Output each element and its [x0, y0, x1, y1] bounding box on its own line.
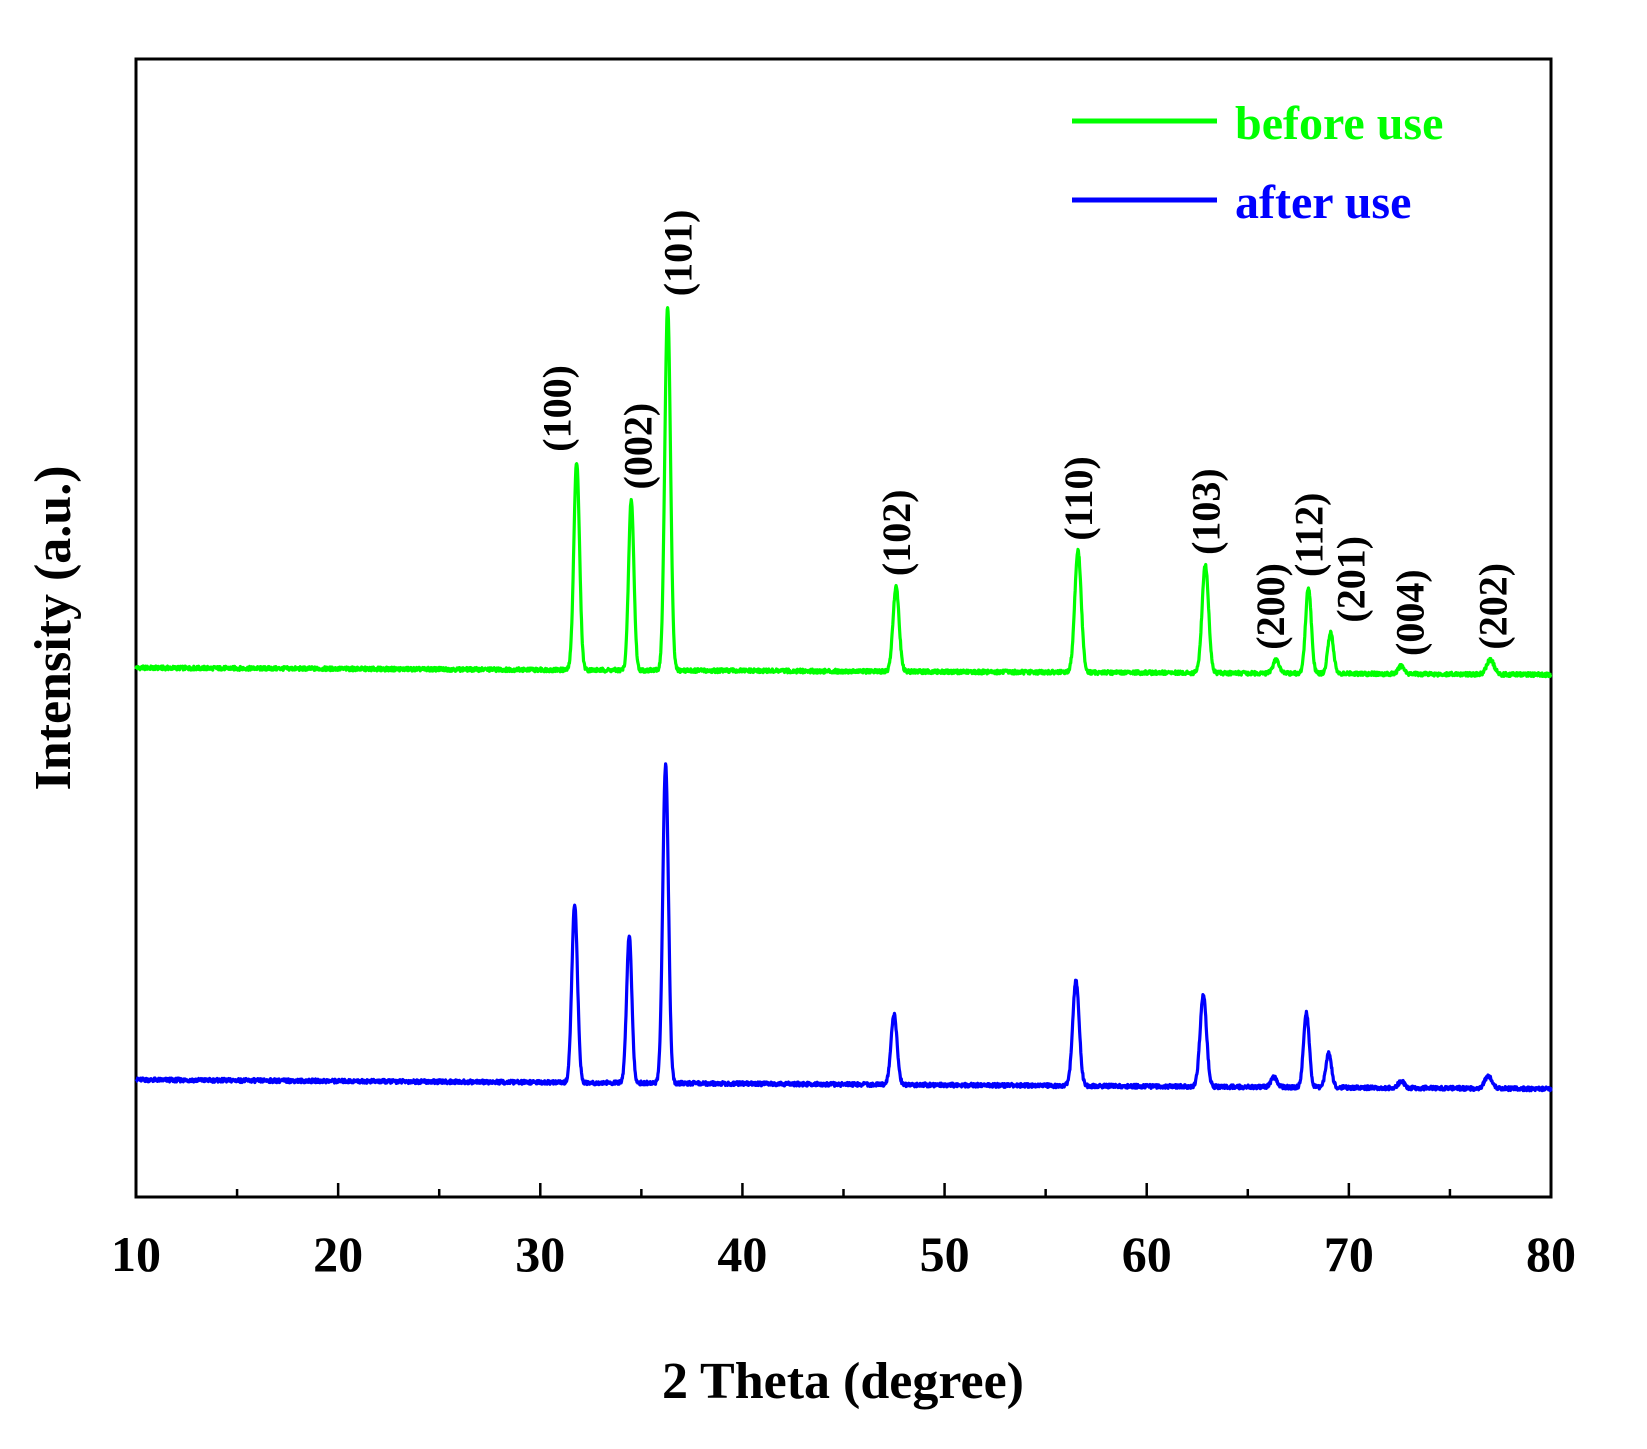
peak-label: (002) — [615, 403, 660, 490]
peak-label: (201) — [1329, 536, 1374, 623]
peak-label: (101) — [656, 210, 701, 297]
x-tick-label: 80 — [1526, 1226, 1576, 1282]
x-tick-label: 70 — [1324, 1226, 1374, 1282]
series-line-after-use — [134, 762, 1553, 1093]
x-tick-label: 60 — [1122, 1226, 1172, 1282]
legend: before use after use — [1072, 97, 1443, 229]
peak-label: (112) — [1286, 493, 1331, 577]
x-axis-title: 2 Theta (degree) — [662, 1353, 1024, 1410]
peak-label: (103) — [1183, 468, 1228, 555]
peak-label: (200) — [1248, 563, 1293, 650]
peak-label: (102) — [874, 489, 919, 576]
plot-frame — [134, 57, 1553, 1199]
legend-label-before-use: before use — [1235, 97, 1443, 150]
series-lines — [134, 306, 1553, 1093]
x-tick-label: 30 — [515, 1226, 565, 1282]
x-tick-label: 10 — [111, 1226, 161, 1282]
peak-labels: (100) (002) (101) (102) (110) (103) (200)(112)… — [535, 210, 1516, 656]
legend-label-after-use: after use — [1235, 176, 1411, 229]
peak-label: (110) — [1056, 456, 1101, 540]
peak-label: (004) — [1387, 569, 1432, 656]
x-tick-label: 20 — [313, 1226, 363, 1282]
x-axis-tick-labels: 10 20 30 40 50 60 70 80 — [111, 1226, 1576, 1282]
peak-label: (100) — [535, 365, 580, 452]
y-axis-title: Intensity (a.u.) — [25, 465, 82, 790]
series-line-before-use — [134, 306, 1553, 679]
x-axis-ticks — [134, 1183, 1553, 1197]
x-tick-label: 40 — [717, 1226, 767, 1282]
peak-label: (202) — [1470, 563, 1515, 650]
x-tick-label: 50 — [920, 1226, 970, 1282]
